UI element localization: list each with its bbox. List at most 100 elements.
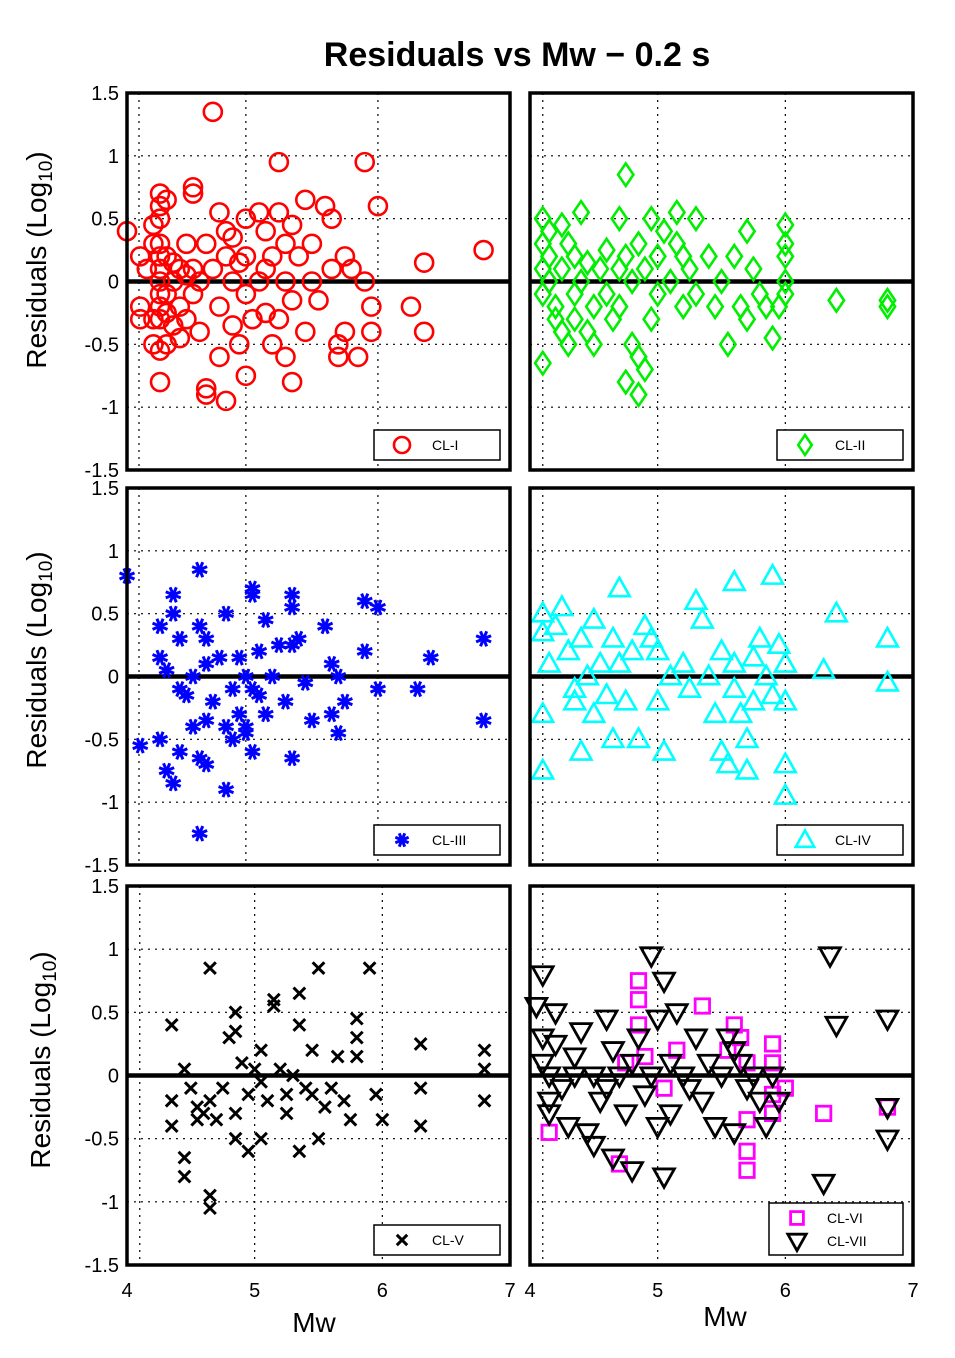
data-point — [354, 151, 376, 173]
data-point — [772, 782, 798, 805]
data-point — [747, 1091, 773, 1115]
data-point — [177, 1062, 192, 1077]
data-point — [330, 668, 347, 685]
data-point — [228, 252, 250, 273]
data-point — [195, 378, 217, 399]
data-point — [255, 302, 276, 324]
data-point — [275, 233, 296, 255]
data-point — [171, 743, 188, 760]
data-point — [305, 1043, 320, 1058]
data-point — [202, 258, 224, 280]
data-point — [744, 255, 763, 283]
data-point — [565, 242, 584, 270]
data-point — [759, 1066, 786, 1090]
data-point — [817, 946, 843, 970]
data-point — [222, 315, 243, 336]
data-point — [594, 681, 620, 705]
data-point — [638, 946, 665, 970]
data-point — [248, 271, 270, 292]
data-point — [237, 668, 254, 685]
data-point — [552, 255, 572, 283]
data-point — [328, 346, 349, 368]
data-point — [330, 724, 347, 742]
data-point — [574, 663, 601, 686]
data-point — [237, 718, 254, 735]
data-point — [584, 293, 604, 321]
data-point — [578, 318, 597, 346]
data-point — [561, 1066, 588, 1090]
data-point — [203, 961, 217, 976]
data-point — [234, 1055, 249, 1070]
data-point — [676, 1079, 703, 1102]
data-point — [581, 1066, 607, 1090]
data-point — [400, 296, 422, 317]
data-point — [222, 271, 243, 292]
data-point — [254, 1131, 268, 1146]
data-point — [603, 305, 623, 333]
data-point — [638, 1066, 665, 1090]
data-point — [721, 1041, 748, 1064]
y-axis-label-row2: Residuals (Log10) — [21, 551, 57, 768]
data-point — [203, 1093, 217, 1108]
data-point — [151, 649, 169, 666]
y-tick-label: 1.5 — [91, 876, 119, 898]
data-point — [686, 280, 706, 308]
data-point — [143, 233, 164, 255]
data-point — [231, 649, 248, 666]
data-point — [708, 738, 735, 761]
data-point — [737, 217, 757, 245]
data-point — [189, 271, 210, 292]
data-point — [162, 315, 184, 336]
data-point — [266, 992, 281, 1007]
data-point — [657, 1104, 684, 1128]
data-point — [772, 688, 798, 711]
data-point — [738, 1142, 756, 1160]
data-point — [297, 674, 314, 691]
data-point — [195, 233, 217, 255]
data-point — [356, 593, 373, 610]
data-point — [776, 242, 795, 270]
data-point — [542, 1034, 569, 1058]
data-point — [413, 1119, 428, 1133]
data-point — [149, 183, 171, 204]
data-point — [533, 280, 552, 308]
data-point — [772, 650, 798, 673]
data-point — [361, 296, 382, 317]
data-point — [202, 101, 224, 123]
data-point — [727, 1053, 754, 1077]
data-point — [129, 246, 151, 267]
data-point — [349, 1049, 364, 1064]
data-point — [734, 725, 760, 749]
data-point — [530, 757, 556, 780]
plot-frame — [125, 486, 512, 867]
data-point — [766, 631, 792, 655]
data-point — [284, 637, 301, 654]
legend-marker — [789, 1210, 805, 1226]
data-point — [330, 1049, 345, 1064]
data-point — [337, 1093, 351, 1108]
data-point — [275, 346, 296, 368]
y-tick-label: 0.5 — [91, 1002, 119, 1024]
y-tick-label: 1.5 — [91, 478, 119, 500]
panel-cl-ii: CL-II — [528, 91, 915, 472]
data-point — [593, 1079, 620, 1102]
y-tick-label: 1 — [108, 541, 119, 563]
data-point — [341, 258, 362, 280]
data-point — [149, 283, 171, 305]
data-point — [241, 1087, 256, 1102]
data-point — [244, 586, 261, 603]
data-point — [708, 1066, 735, 1090]
panel-cl-v: -1.5 -1 -0.5 0 0.5 1 1.5 4 5 6 7 CL-V — [85, 876, 516, 1302]
data-point — [539, 217, 559, 245]
y-tick-label: -1 — [101, 1192, 119, 1214]
data-point — [231, 706, 248, 723]
data-point — [661, 267, 680, 296]
data-point — [763, 1054, 782, 1072]
data-point — [321, 258, 343, 280]
data-point — [629, 343, 648, 371]
x-tick-label: 4 — [121, 1280, 132, 1302]
data-point — [686, 205, 706, 233]
data-point — [747, 625, 773, 648]
data-point — [228, 1131, 243, 1146]
data-point — [555, 1116, 582, 1140]
